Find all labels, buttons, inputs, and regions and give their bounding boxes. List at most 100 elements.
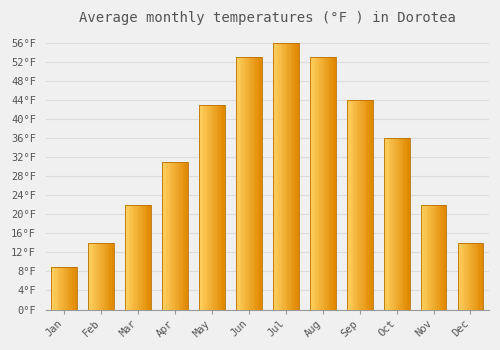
Bar — [217, 105, 218, 309]
Bar — [444, 205, 445, 309]
Bar — [125, 205, 126, 309]
Bar — [164, 162, 166, 309]
Bar — [176, 162, 178, 309]
Bar — [59, 267, 60, 309]
Bar — [144, 205, 146, 309]
Bar — [54, 267, 55, 309]
Bar — [364, 100, 365, 309]
Bar — [384, 138, 385, 309]
Bar — [76, 267, 77, 309]
Bar — [361, 100, 362, 309]
Bar — [440, 205, 442, 309]
Bar — [296, 43, 298, 309]
Bar — [104, 243, 105, 309]
Bar — [348, 100, 350, 309]
Bar — [67, 267, 68, 309]
Bar — [389, 138, 390, 309]
Bar — [482, 243, 484, 309]
Bar — [220, 105, 221, 309]
Bar — [333, 57, 334, 309]
Bar — [245, 57, 246, 309]
Bar — [179, 162, 180, 309]
Bar — [432, 205, 434, 309]
Bar — [284, 43, 286, 309]
Bar — [252, 57, 253, 309]
Bar — [129, 205, 130, 309]
Bar — [319, 57, 320, 309]
Bar — [283, 43, 284, 309]
Bar — [199, 105, 225, 309]
Bar — [435, 205, 436, 309]
Bar — [428, 205, 430, 309]
Bar — [212, 105, 214, 309]
Bar — [334, 57, 336, 309]
Bar — [273, 43, 274, 309]
Bar — [445, 205, 446, 309]
Bar — [171, 162, 172, 309]
Bar — [258, 57, 259, 309]
Bar — [468, 243, 469, 309]
Bar — [466, 243, 468, 309]
Bar — [332, 57, 333, 309]
Bar — [96, 243, 98, 309]
Bar — [100, 243, 101, 309]
Bar — [346, 100, 348, 309]
Bar — [392, 138, 394, 309]
Bar — [214, 105, 216, 309]
Bar — [72, 267, 74, 309]
Bar — [203, 105, 204, 309]
Bar — [224, 105, 225, 309]
Bar — [102, 243, 104, 309]
Bar — [273, 43, 298, 309]
Bar — [420, 205, 422, 309]
Bar — [170, 162, 171, 309]
Bar — [106, 243, 108, 309]
Bar — [460, 243, 462, 309]
Bar — [126, 205, 128, 309]
Bar — [172, 162, 174, 309]
Bar — [109, 243, 110, 309]
Bar — [60, 267, 62, 309]
Bar — [318, 57, 319, 309]
Bar — [236, 57, 262, 309]
Bar — [166, 162, 168, 309]
Bar — [113, 243, 114, 309]
Bar — [132, 205, 133, 309]
Bar — [368, 100, 370, 309]
Bar — [315, 57, 316, 309]
Bar — [202, 105, 203, 309]
Bar — [353, 100, 354, 309]
Bar — [91, 243, 92, 309]
Bar — [286, 43, 287, 309]
Bar — [95, 243, 96, 309]
Bar — [134, 205, 136, 309]
Bar — [204, 105, 206, 309]
Bar — [216, 105, 217, 309]
Bar — [52, 267, 77, 309]
Bar — [278, 43, 280, 309]
Bar — [403, 138, 404, 309]
Bar — [71, 267, 72, 309]
Bar — [182, 162, 183, 309]
Bar — [58, 267, 59, 309]
Bar — [136, 205, 137, 309]
Bar — [462, 243, 464, 309]
Bar — [476, 243, 477, 309]
Bar — [469, 243, 470, 309]
Bar — [459, 243, 460, 309]
Bar — [458, 243, 483, 309]
Bar — [407, 138, 408, 309]
Bar — [388, 138, 389, 309]
Bar — [240, 57, 241, 309]
Bar — [142, 205, 144, 309]
Bar — [346, 100, 372, 309]
Bar — [276, 43, 277, 309]
Bar — [180, 162, 182, 309]
Bar — [478, 243, 480, 309]
Bar — [52, 267, 54, 309]
Bar — [92, 243, 94, 309]
Bar — [98, 243, 100, 309]
Bar — [458, 243, 459, 309]
Bar — [133, 205, 134, 309]
Bar — [436, 205, 438, 309]
